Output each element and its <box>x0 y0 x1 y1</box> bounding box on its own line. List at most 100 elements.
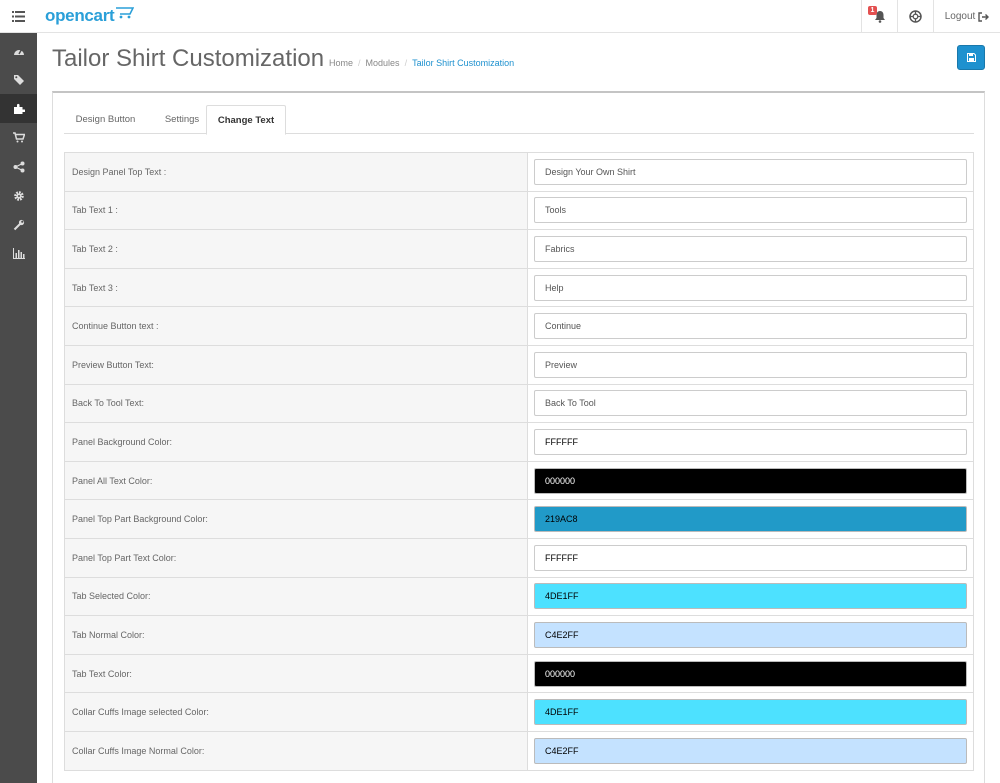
field-input[interactable] <box>534 660 967 687</box>
breadcrumb-separator: / <box>404 58 408 68</box>
sidebar-item-reports[interactable] <box>0 239 37 268</box>
field-cell <box>527 692 974 732</box>
field-label: Back To Tool Text: <box>64 383 528 424</box>
breadcrumb: Home / Modules / Tailor Shirt Customizat… <box>329 58 514 68</box>
form-row: Collar Cuffs Image selected Color: <box>64 692 974 732</box>
sidebar-item-system[interactable] <box>0 181 37 210</box>
bell-icon <box>874 11 885 23</box>
form-row: Tab Text 3 : <box>64 267 974 308</box>
field-input[interactable] <box>534 467 967 494</box>
form-row: Design Panel Top Text : <box>64 152 974 192</box>
opencart-logo[interactable]: opencart <box>45 6 135 26</box>
tab-change-text[interactable]: Change Text <box>206 105 286 135</box>
menu-toggle-button[interactable] <box>0 0 37 33</box>
menu-icon <box>12 11 25 22</box>
field-input[interactable] <box>534 235 967 262</box>
field-input[interactable] <box>534 274 967 301</box>
field-cell <box>527 383 974 424</box>
field-input[interactable] <box>534 428 967 455</box>
form-row: Tab Text 2 : <box>64 229 974 269</box>
top-header: opencart 1 Logout <box>0 0 1000 33</box>
wrench-icon <box>13 219 24 230</box>
logo-cart-icon <box>116 7 135 19</box>
help-button[interactable] <box>897 0 933 33</box>
sidebar-item-catalog[interactable] <box>0 65 37 94</box>
sidebar-item-sales[interactable] <box>0 123 37 152</box>
field-input[interactable] <box>534 506 967 533</box>
field-label: Collar Cuffs Image selected Color: <box>64 692 528 732</box>
tab-bar: Design Button Settings Change Text <box>64 105 974 135</box>
field-label: Tab Text 1 : <box>64 190 528 231</box>
field-input[interactable] <box>534 699 967 726</box>
field-cell <box>527 730 974 771</box>
sidebar-item-dashboard[interactable] <box>0 36 37 65</box>
form-row: Preview Button Text: <box>64 344 974 385</box>
gear-icon <box>13 190 24 201</box>
field-cell <box>527 152 974 192</box>
field-cell <box>527 229 974 269</box>
field-input[interactable] <box>534 197 967 224</box>
save-button[interactable] <box>957 45 985 70</box>
form-row: Collar Cuffs Image Normal Color: <box>64 730 974 771</box>
life-ring-icon <box>909 10 922 23</box>
breadcrumb-current[interactable]: Tailor Shirt Customization <box>412 58 515 68</box>
form-row: Panel All Text Color: <box>64 460 974 501</box>
form-row: Panel Top Part Background Color: <box>64 499 974 539</box>
field-cell <box>527 460 974 501</box>
sidebar-item-marketing[interactable] <box>0 152 37 181</box>
field-cell <box>527 499 974 539</box>
logout-button[interactable]: Logout <box>933 0 1000 33</box>
breadcrumb-modules[interactable]: Modules <box>365 58 400 68</box>
field-label: Collar Cuffs Image Normal Color: <box>64 730 528 771</box>
field-label: Panel Top Part Background Color: <box>64 499 528 539</box>
field-label: Tab Selected Color: <box>64 576 528 617</box>
save-icon <box>966 53 976 62</box>
field-label: Panel Background Color: <box>64 422 528 462</box>
field-label: Design Panel Top Text : <box>64 152 528 192</box>
field-input[interactable] <box>534 351 967 378</box>
form-row: Continue Button text : <box>64 306 974 346</box>
field-cell <box>527 576 974 617</box>
form-row: Back To Tool Text: <box>64 383 974 424</box>
field-input[interactable] <box>534 544 967 571</box>
logo-text: opencart <box>45 6 115 25</box>
field-label: Tab Text 2 : <box>64 229 528 269</box>
field-input[interactable] <box>534 313 967 340</box>
field-cell <box>527 615 974 655</box>
field-label: Tab Text Color: <box>64 653 528 694</box>
field-input[interactable] <box>534 390 967 417</box>
breadcrumb-separator: / <box>358 58 361 68</box>
share-icon <box>13 161 24 172</box>
field-cell <box>527 190 974 231</box>
notifications-button[interactable]: 1 <box>861 0 897 33</box>
page-title: Tailor Shirt Customization <box>52 45 325 72</box>
notification-badge: 1 <box>868 6 877 15</box>
field-cell <box>527 267 974 308</box>
field-input[interactable] <box>534 621 967 648</box>
form-row: Tab Text 1 : <box>64 190 974 231</box>
tab-settings[interactable]: Settings <box>164 114 200 125</box>
field-label: Panel Top Part Text Color: <box>64 537 528 578</box>
field-label: Tab Normal Color: <box>64 615 528 655</box>
field-label: Continue Button text : <box>64 306 528 346</box>
tab-design-button[interactable]: Design Button <box>75 114 136 125</box>
form-row: Panel Top Part Text Color: <box>64 537 974 578</box>
dashboard-icon <box>13 48 24 55</box>
sidebar-item-tools[interactable] <box>0 210 37 239</box>
cart-icon <box>12 132 25 143</box>
logout-label: Logout <box>944 11 976 22</box>
field-cell <box>527 306 974 346</box>
field-input[interactable] <box>534 583 967 610</box>
form-row: Panel Background Color: <box>64 422 974 462</box>
change-text-form: Design Panel Top Text :Tab Text 1 :Tab T… <box>64 152 974 771</box>
tags-icon <box>13 75 24 85</box>
field-cell <box>527 344 974 385</box>
field-input[interactable] <box>534 737 967 764</box>
field-input[interactable] <box>534 158 967 185</box>
breadcrumb-home[interactable]: Home <box>329 58 354 68</box>
settings-panel: Design Button Settings Change Text Desig… <box>52 91 985 783</box>
sidebar-item-extensions[interactable] <box>0 94 37 123</box>
field-cell <box>527 422 974 462</box>
sidebar <box>0 33 37 783</box>
bar-chart-icon <box>12 248 25 259</box>
